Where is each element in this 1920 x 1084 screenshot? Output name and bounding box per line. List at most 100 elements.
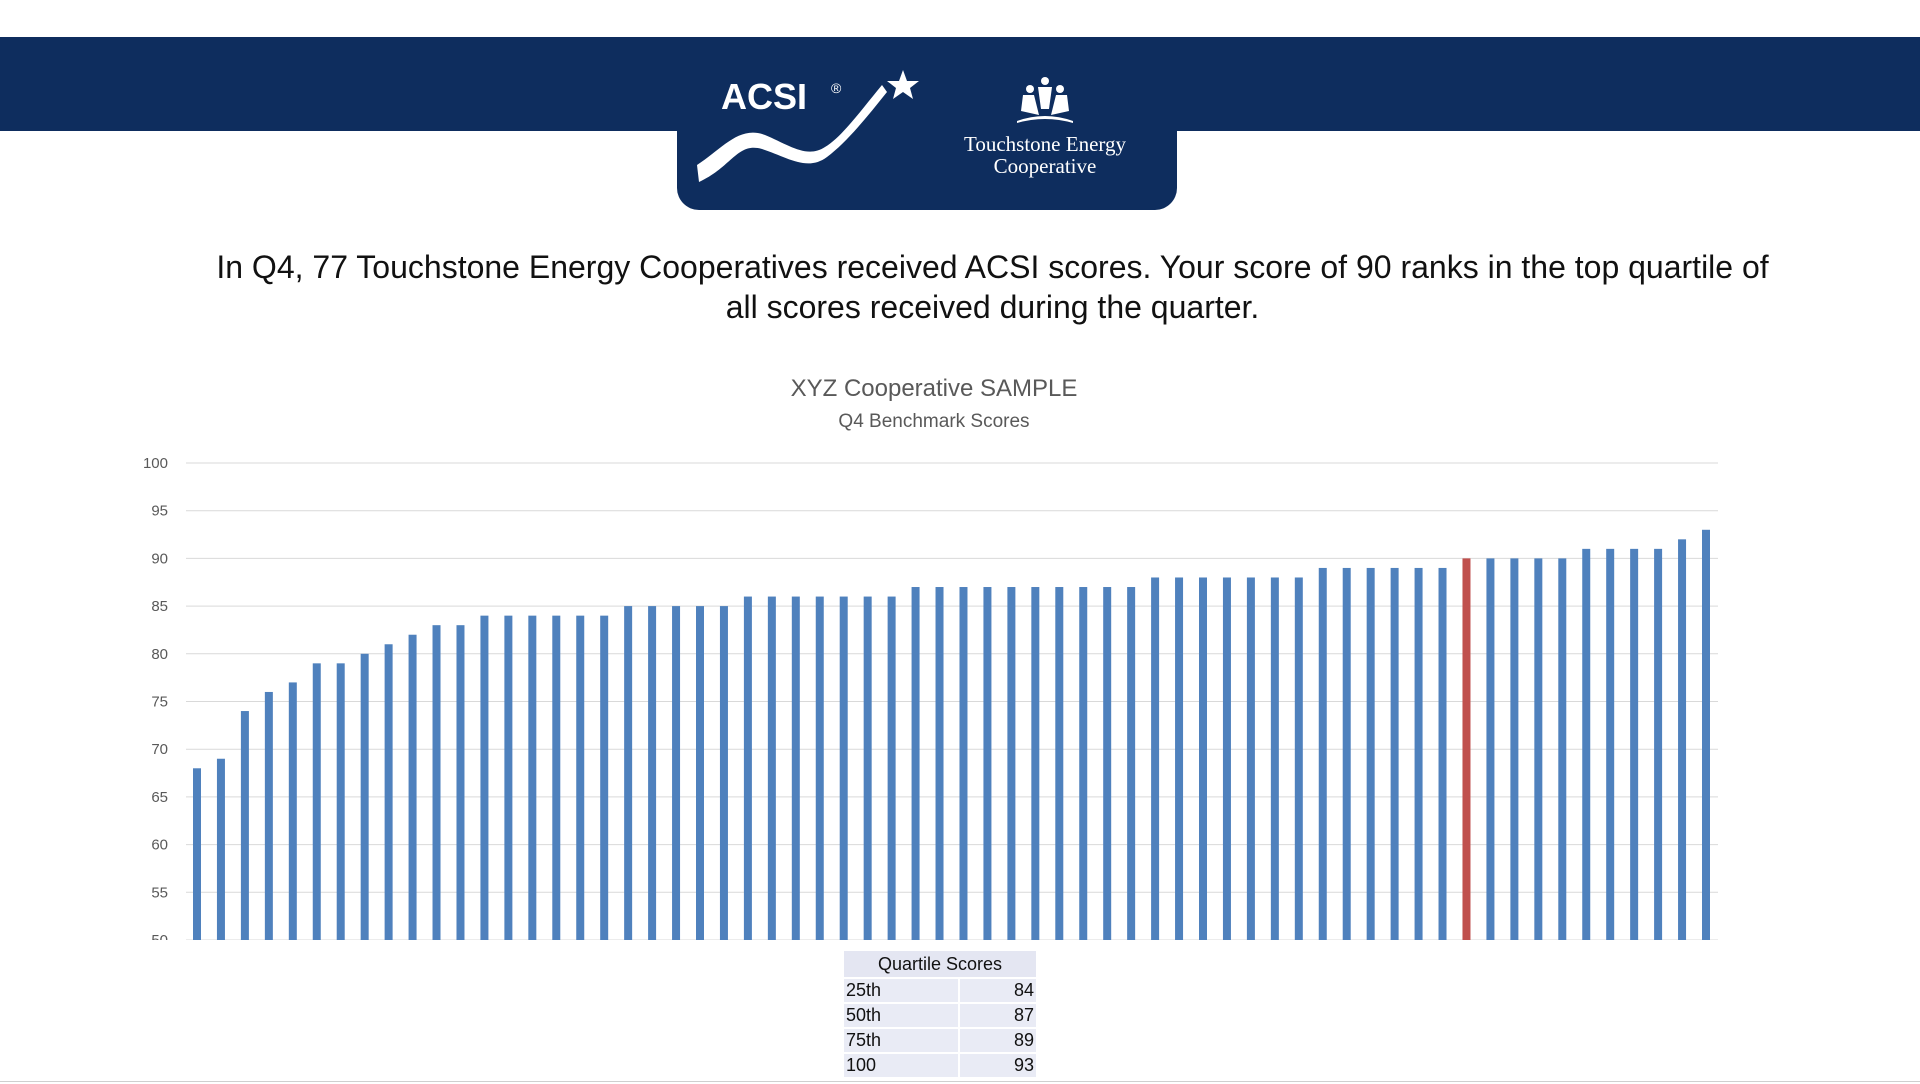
y-tick-label: 80	[151, 646, 168, 663]
chart-subtitle: Q4 Benchmark Scores	[838, 411, 1029, 432]
bar	[600, 615, 609, 940]
bar	[624, 606, 633, 940]
table-row: 50th 87	[844, 1004, 1036, 1029]
bar	[384, 644, 393, 940]
bar	[1031, 587, 1040, 940]
bar	[1702, 529, 1710, 940]
bar	[288, 682, 297, 940]
chart-title: XYZ Cooperative SAMPLE	[791, 375, 1078, 402]
bar	[1534, 558, 1543, 940]
bar	[1199, 577, 1207, 940]
bar	[240, 711, 249, 940]
bar	[648, 606, 657, 940]
bar	[839, 596, 848, 940]
bar	[791, 596, 800, 940]
y-tick-label: 85	[151, 598, 168, 615]
bar	[480, 615, 489, 940]
bar	[1606, 548, 1615, 940]
bar	[528, 615, 537, 940]
bar	[1079, 587, 1088, 940]
bars	[193, 529, 1710, 940]
bar	[815, 596, 824, 940]
bar	[935, 587, 944, 940]
acsi-logo: ACSI ®	[697, 70, 919, 182]
acsi-logo-text: ACSI	[721, 76, 807, 117]
y-tick-label: 55	[151, 884, 168, 901]
y-tick-label: 65	[151, 789, 168, 806]
bar	[1510, 558, 1519, 940]
bar	[767, 596, 776, 940]
bar	[336, 663, 345, 940]
bar	[1582, 548, 1591, 940]
star-icon	[887, 70, 919, 99]
quartile-label: 50th	[844, 1004, 960, 1029]
y-axis-ticks: 50 55 60 65 70 75 80 85 90 95 100	[143, 455, 168, 940]
bar	[1678, 539, 1687, 940]
quartile-table-header: Quartile Scores	[844, 951, 1036, 979]
highlighted-bar	[1462, 558, 1471, 940]
bar	[696, 606, 704, 940]
bar	[1103, 587, 1112, 940]
bar	[887, 596, 896, 940]
people-emblem-icon	[1017, 77, 1073, 123]
bar	[576, 615, 585, 940]
bar	[1270, 577, 1279, 940]
y-tick-label: 75	[151, 694, 168, 711]
bar	[1342, 567, 1351, 940]
bar	[1222, 577, 1231, 940]
y-tick-label: 95	[151, 503, 168, 520]
bar	[959, 587, 968, 940]
quartile-table: Quartile Scores 25th 84 50th 87 75th 89 …	[844, 951, 1036, 1079]
y-tick-label: 50	[151, 932, 168, 940]
acsi-registered-mark: ®	[831, 80, 842, 96]
quartile-value: 93	[960, 1054, 1036, 1079]
quartile-label: 100	[844, 1054, 960, 1079]
bar	[1486, 558, 1495, 940]
bar	[1438, 567, 1447, 940]
quartile-label: 75th	[844, 1029, 960, 1054]
bar	[1414, 567, 1423, 940]
quartile-value: 89	[960, 1029, 1036, 1054]
bar	[743, 596, 752, 940]
y-tick-label: 90	[151, 550, 168, 567]
partner-logo-line1: Touchstone Energy	[964, 132, 1127, 156]
bar	[1294, 577, 1303, 940]
table-row: 100 93	[844, 1054, 1036, 1079]
benchmark-chart: XYZ Cooperative SAMPLE Q4 Benchmark Scor…	[143, 375, 1718, 940]
bar	[1390, 567, 1399, 940]
bar	[1318, 567, 1327, 940]
bar	[360, 653, 369, 940]
quartile-label: 25th	[844, 979, 960, 1004]
bar	[552, 615, 561, 940]
bar	[672, 606, 681, 940]
logos: ACSI ® Touchstone Energy Cooperative	[697, 70, 1127, 182]
bar	[1175, 577, 1184, 940]
bar	[1366, 567, 1375, 940]
bar	[264, 691, 273, 940]
table-row: 75th 89	[844, 1029, 1036, 1054]
bar	[432, 625, 441, 940]
bar	[216, 758, 225, 940]
bar	[1654, 548, 1663, 940]
bar	[1151, 577, 1160, 940]
y-tick-label: 70	[151, 741, 168, 758]
bar	[408, 634, 417, 940]
bar	[1007, 587, 1016, 940]
header-band	[0, 37, 1920, 131]
y-tick-label: 60	[151, 837, 168, 854]
bar	[983, 587, 992, 940]
bar	[1558, 558, 1567, 940]
bar	[312, 663, 321, 940]
table-row: 25th 84	[844, 979, 1036, 1004]
acsi-swoosh-icon	[697, 85, 887, 182]
quartile-value: 84	[960, 979, 1036, 1004]
bar	[911, 587, 920, 940]
bar	[1630, 548, 1639, 940]
bar	[193, 768, 201, 940]
bar	[1055, 587, 1064, 940]
touchstone-logo: Touchstone Energy Cooperative	[964, 77, 1127, 178]
bar	[1246, 577, 1255, 940]
bottom-divider	[0, 1081, 1920, 1082]
bar	[456, 625, 465, 940]
y-tick-label: 100	[143, 455, 168, 472]
